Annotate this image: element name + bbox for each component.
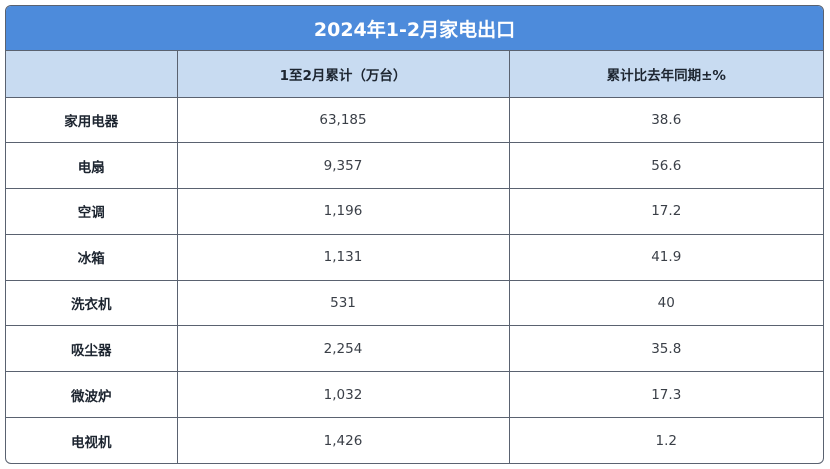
row-cumulative: 1,426 (177, 417, 510, 463)
table-row: 空调 1,196 17.2 (6, 188, 823, 235)
row-yoy: 38.6 (509, 97, 823, 144)
row-cumulative: 63,185 (177, 97, 510, 144)
table-row: 洗衣机 531 40 (6, 280, 823, 327)
export-table: 1至2月累计（万台） 累计比去年同期±% 家用电器 63,185 38.6 电扇… (6, 51, 823, 463)
table-title: 2024年1-2月家电出口 (6, 6, 823, 51)
row-yoy: 35.8 (509, 325, 823, 373)
row-yoy: 56.6 (509, 142, 823, 190)
row-cumulative: 531 (177, 280, 510, 327)
row-category: 冰箱 (6, 234, 178, 281)
row-cumulative: 2,254 (177, 325, 510, 373)
row-category: 电扇 (6, 142, 178, 190)
table-row: 家用电器 63,185 38.6 (6, 97, 823, 144)
table-row: 电扇 9,357 56.6 (6, 142, 823, 190)
row-cumulative: 9,357 (177, 142, 510, 190)
row-category: 空调 (6, 188, 178, 235)
row-category: 吸尘器 (6, 325, 178, 373)
table-row: 电视机 1,426 1.2 (6, 417, 823, 463)
export-table-card: 2024年1-2月家电出口 1至2月累计（万台） 累计比去年同期±% 家用电器 … (5, 5, 824, 464)
row-category: 微波炉 (6, 371, 178, 419)
table-row: 冰箱 1,131 41.9 (6, 234, 823, 281)
row-category: 洗衣机 (6, 280, 178, 327)
column-header-category (6, 51, 178, 98)
table-row: 微波炉 1,032 17.3 (6, 371, 823, 419)
row-cumulative: 1,131 (177, 234, 510, 281)
row-cumulative: 1,032 (177, 371, 510, 419)
row-yoy: 17.3 (509, 371, 823, 419)
row-yoy: 41.9 (509, 234, 823, 281)
row-category: 家用电器 (6, 97, 178, 144)
row-category: 电视机 (6, 417, 178, 463)
table-row: 吸尘器 2,254 35.8 (6, 325, 823, 373)
column-header-yoy: 累计比去年同期±% (509, 51, 823, 98)
row-yoy: 1.2 (655, 432, 677, 449)
column-header-row: 1至2月累计（万台） 累计比去年同期±% (6, 51, 823, 98)
row-yoy: 17.2 (509, 188, 823, 235)
row-cumulative: 1,196 (177, 188, 510, 235)
column-header-cumulative: 1至2月累计（万台） (177, 51, 510, 98)
row-yoy: 40 (509, 280, 823, 327)
